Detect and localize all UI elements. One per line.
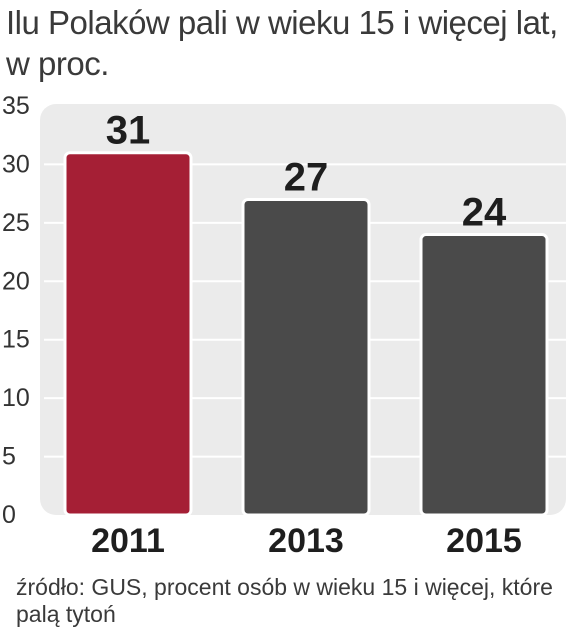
x-tick-label-2015: 2015 — [446, 522, 522, 560]
bar-chart: 0 5 10 15 20 25 30 35 31 27 24 2011 2013 2015 — [2, 92, 566, 560]
x-tick-label-2013: 2013 — [268, 522, 344, 560]
y-axis-ticks: 0 5 10 15 20 25 30 35 — [2, 92, 30, 529]
y-tick-label: 25 — [2, 209, 30, 237]
chart-title: Ilu Polaków pali w wieku 15 i więcej lat… — [6, 4, 558, 82]
y-tick-label: 0 — [2, 501, 16, 529]
data-label-2013: 27 — [284, 155, 329, 199]
data-label-2011: 31 — [106, 109, 151, 153]
y-tick-label: 20 — [2, 267, 30, 295]
bar-2011 — [63, 151, 193, 517]
source-note: źródło: GUS, procent osób w wieku 15 i w… — [16, 574, 553, 627]
data-labels: 31 27 24 — [106, 109, 507, 235]
x-axis-ticks: 2011 2013 2015 — [91, 522, 522, 560]
y-tick-label: 35 — [2, 92, 30, 120]
bars — [63, 151, 549, 517]
y-tick-label: 15 — [2, 326, 30, 354]
y-tick-label: 30 — [2, 150, 30, 178]
bar-2013 — [241, 197, 371, 517]
bar-2015 — [419, 233, 549, 517]
y-tick-label: 5 — [2, 443, 16, 471]
data-label-2015: 24 — [462, 191, 507, 235]
x-tick-label-2011: 2011 — [91, 522, 165, 560]
y-tick-label: 10 — [2, 384, 30, 412]
